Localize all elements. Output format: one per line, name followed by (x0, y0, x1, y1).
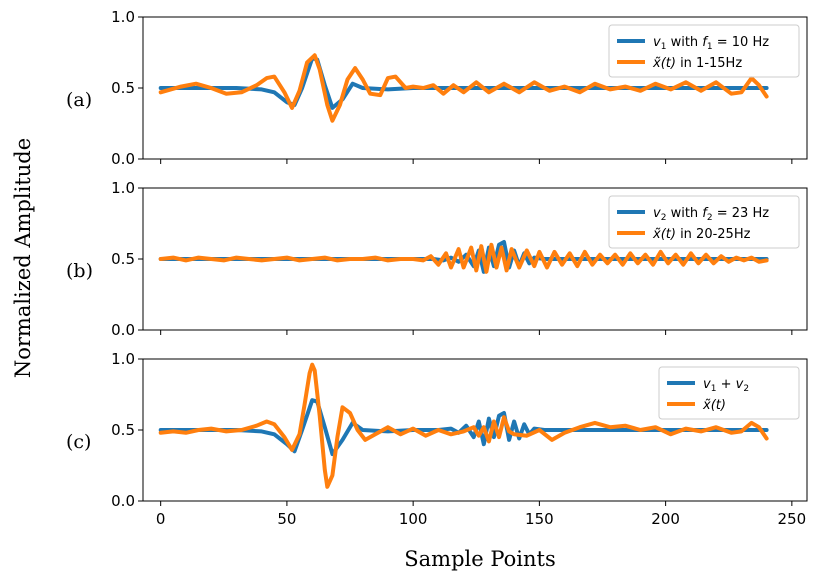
y-tick-label: 1.0 (111, 179, 135, 197)
legend-entry: v2 with f2 = 23 Hz (653, 206, 769, 223)
panel-label: (c) (66, 431, 91, 453)
series-line-reconstruction (158, 53, 769, 123)
legend-box (658, 366, 800, 420)
x-axis-title: Sample Points (404, 547, 555, 571)
series-line-reconstruction (158, 242, 769, 274)
x-tick-label: 50 (277, 510, 296, 528)
legend-entry: v1 + v2 (703, 377, 749, 394)
x-tick-label: 200 (651, 510, 680, 528)
legend-entry: x̃(t) in 1-15Hz (652, 56, 742, 71)
panel-label: (a) (66, 89, 92, 111)
y-tick-label: 0.0 (111, 492, 135, 510)
legend-box (608, 195, 800, 249)
panel-1: 0.0 0.5 1.0 (a) v1 with f1 = 10 Hz x̃(t) in 1… (66, 8, 808, 168)
panel-label: (b) (66, 260, 93, 282)
legend-entry: x̃(t) (702, 398, 726, 413)
x-tick-label: 100 (399, 510, 428, 528)
legend: v1 + v2 x̃(t) (658, 366, 800, 420)
panel-2: 0.0 0.5 1.0 (b) v2 with f2 = 23 Hz x̃(t) in 2… (66, 179, 808, 339)
y-tick-label: 0.5 (111, 79, 135, 97)
x-tick-label: 0 (156, 510, 166, 528)
legend-entry: v1 with f1 = 10 Hz (653, 35, 769, 52)
panel-3: 0.0 0.5 1.0 0 50 100 150 200 250 (c) v1 + v2 x̃(t) (66, 350, 808, 528)
legend: v2 with f2 = 23 Hz x̃(t) in 20-25Hz (608, 195, 800, 249)
legend: v1 with f1 = 10 Hz x̃(t) in 1-15Hz (608, 24, 800, 78)
y-axis-title: Normalized Amplitude (11, 138, 35, 378)
y-tick-label: 0.0 (111, 321, 135, 339)
y-tick-label: 0.5 (111, 250, 135, 268)
legend-entry: x̃(t) in 20-25Hz (652, 227, 751, 242)
y-tick-label: 1.0 (111, 8, 135, 26)
y-tick-label: 0.5 (111, 421, 135, 439)
series-line-reconstruction (158, 362, 769, 489)
y-tick-label: 0.0 (111, 150, 135, 168)
legend-box (608, 24, 800, 78)
y-tick-label: 1.0 (111, 350, 135, 368)
x-tick-label: 250 (778, 510, 807, 528)
x-tick-label: 150 (525, 510, 554, 528)
